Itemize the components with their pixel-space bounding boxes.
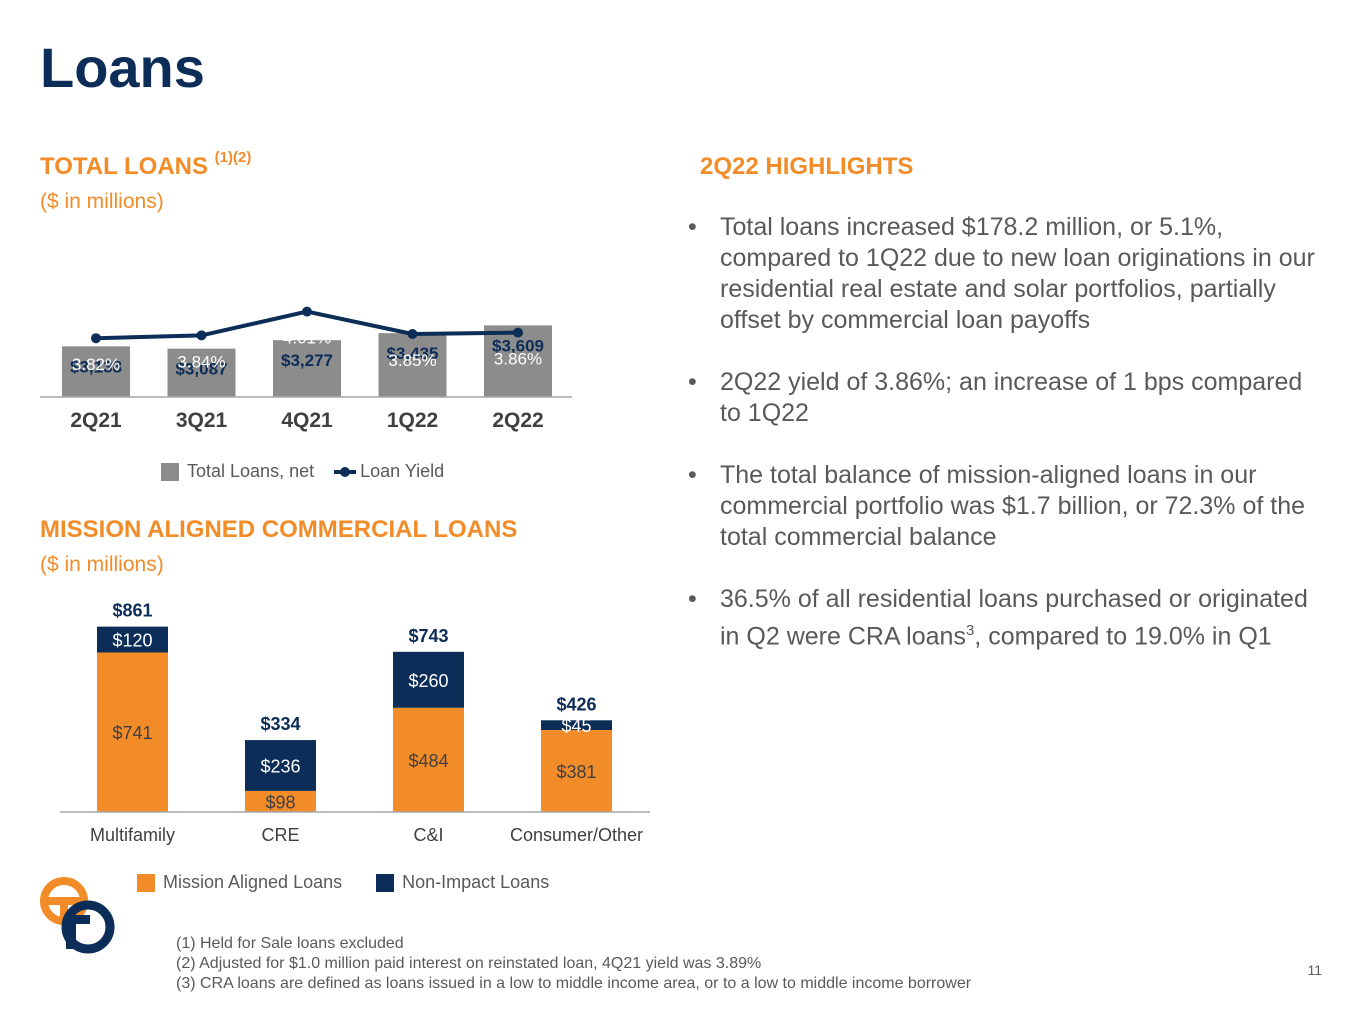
page-number: 11 [1307, 962, 1322, 978]
legend-label-loan-yield: Loan Yield [360, 461, 445, 481]
highlight-text: 36.5% of all residential loans purchased… [720, 585, 1308, 651]
highlight-text: Total loans increased $178.2 million, or… [720, 213, 1315, 334]
legend-label-non-impact: Non-Impact Loans [402, 872, 550, 892]
highlight-text: 2Q22 yield of 3.86%; an increase of 1 bp… [720, 368, 1303, 427]
x-tick-label: 3Q21 [176, 409, 228, 432]
x-tick-label: 4Q21 [281, 409, 333, 432]
bar-total-loans [378, 333, 447, 397]
mission-value-label: $98 [265, 792, 295, 812]
total-value-label: $426 [556, 694, 596, 714]
non-impact-value-label: $260 [408, 671, 448, 691]
loan-yield-point [407, 329, 418, 339]
bar-mission-aligned [541, 729, 612, 812]
loan-yield-label: 3.82% [72, 355, 120, 374]
bar-mission-aligned [245, 790, 316, 812]
bar-total-loans [167, 348, 236, 397]
loan-yield-label: 3.84% [177, 352, 225, 371]
loan-yield-label: 3.85% [388, 351, 436, 370]
total-loans-title-text: TOTAL LOANS [40, 153, 208, 180]
legend-swatch-total-loans [161, 462, 179, 481]
mission-loans-legend: Mission Aligned Loans Non-Impact Loans [137, 872, 549, 893]
loan-yield-point [196, 330, 207, 341]
x-tick-label: Multifamily [90, 825, 175, 845]
highlight-item: • The total balance of mission-aligned l… [688, 460, 1328, 553]
highlights-list: • Total loans increased $178.2 million, … [688, 212, 1328, 683]
legend-label-total-loans: Total Loans, net [187, 461, 315, 481]
company-logo [40, 877, 115, 954]
loan-yield-label: 4.01% [283, 329, 331, 348]
total-loans-footnote-ref: (1)(2) [214, 149, 252, 166]
legend-swatch-loan-yield [334, 466, 357, 477]
bullet-marker: • [688, 368, 697, 396]
total-value-label: $861 [112, 601, 152, 621]
mission-value-label: $381 [556, 762, 596, 782]
total-loans-legend: Total Loans, net Loan Yield [161, 461, 444, 482]
loan-yield-point [513, 327, 523, 338]
highlight-footnote-ref: 3 [965, 622, 975, 639]
highlight-item: • Total loans increased $178.2 million, … [688, 212, 1328, 336]
bar-mission-aligned [393, 707, 464, 812]
x-tick-label: CRE [261, 825, 299, 845]
bar-non-impact [97, 626, 168, 653]
non-impact-value-label: $236 [260, 756, 300, 776]
non-impact-value-label: $45 [561, 716, 591, 736]
bar-non-impact [245, 740, 316, 791]
legend-swatch-non-impact [376, 873, 395, 892]
highlight-text-after: , compared to 19.0% in Q1 [974, 622, 1272, 651]
bullet-marker: • [688, 213, 697, 241]
loan-yield-point [91, 333, 101, 344]
bullet-marker: • [688, 585, 697, 613]
x-tick-label: 2Q22 [492, 409, 543, 432]
highlight-item: • 2Q22 yield of 3.86%; an increase of 1 … [688, 367, 1328, 429]
x-tick-label: Consumer/Other [510, 825, 643, 845]
footnote-1: (1) Held for Sale loans excluded [176, 935, 404, 952]
bar-value-label: $3,435 [387, 344, 439, 363]
mission-loans-title: MISSION ALIGNED COMMERCIAL LOANS [40, 516, 518, 543]
bar-non-impact [393, 651, 464, 708]
highlights-title: 2Q22 HIGHLIGHTS [700, 153, 914, 180]
page-title: Loans [40, 36, 205, 99]
x-tick-label: C&I [413, 825, 443, 845]
mission-loans-subtitle: ($ in millions) [40, 553, 164, 576]
non-impact-value-label: $120 [112, 631, 152, 651]
bar-value-label: $3,609 [492, 336, 544, 355]
bar-mission-aligned [97, 652, 168, 812]
mission-value-label: $741 [112, 723, 152, 743]
footnote-2: (2) Adjusted for $1.0 million paid inter… [176, 955, 762, 972]
total-value-label: $743 [408, 626, 448, 646]
total-value-label: $334 [260, 714, 300, 734]
x-tick-label: 2Q21 [70, 409, 122, 432]
total-loans-chart: $3,138 2Q21 $3,087 3Q21 $3,277 4Q21 $3,435 1Q22… [40, 306, 572, 432]
mission-loans-chart: $741 $120 $861 Multifamily $98 $236 $334 CRE $48… [60, 601, 650, 845]
bullet-marker: • [688, 461, 697, 489]
x-tick-label: 1Q22 [387, 409, 438, 432]
total-loans-subtitle: ($ in millions) [40, 190, 164, 213]
highlight-item: • 36.5% of all residential loans purchas… [688, 584, 1328, 652]
footnote-3: (3) CRA loans are defined as loans issue… [176, 975, 972, 992]
mission-value-label: $484 [408, 751, 448, 771]
loan-yield-label: 3.86% [494, 350, 542, 369]
bar-total-loans [62, 346, 130, 397]
footnotes: (1) Held for Sale loans excluded (2) Adj… [176, 934, 971, 994]
bar-non-impact [541, 720, 612, 730]
bar-total-loans [273, 340, 341, 397]
total-loans-title: TOTAL LOANS (1)(2) [40, 149, 251, 181]
loan-yield-point [302, 306, 312, 317]
bar-value-label: $3,277 [281, 351, 333, 370]
bar-value-label: $3,087 [176, 360, 228, 379]
legend-swatch-mission-aligned [137, 873, 155, 892]
highlight-text: The total balance of mission-aligned loa… [720, 461, 1306, 551]
legend-label-mission-aligned: Mission Aligned Loans [163, 872, 343, 892]
bar-value-label: $3,138 [70, 357, 122, 376]
